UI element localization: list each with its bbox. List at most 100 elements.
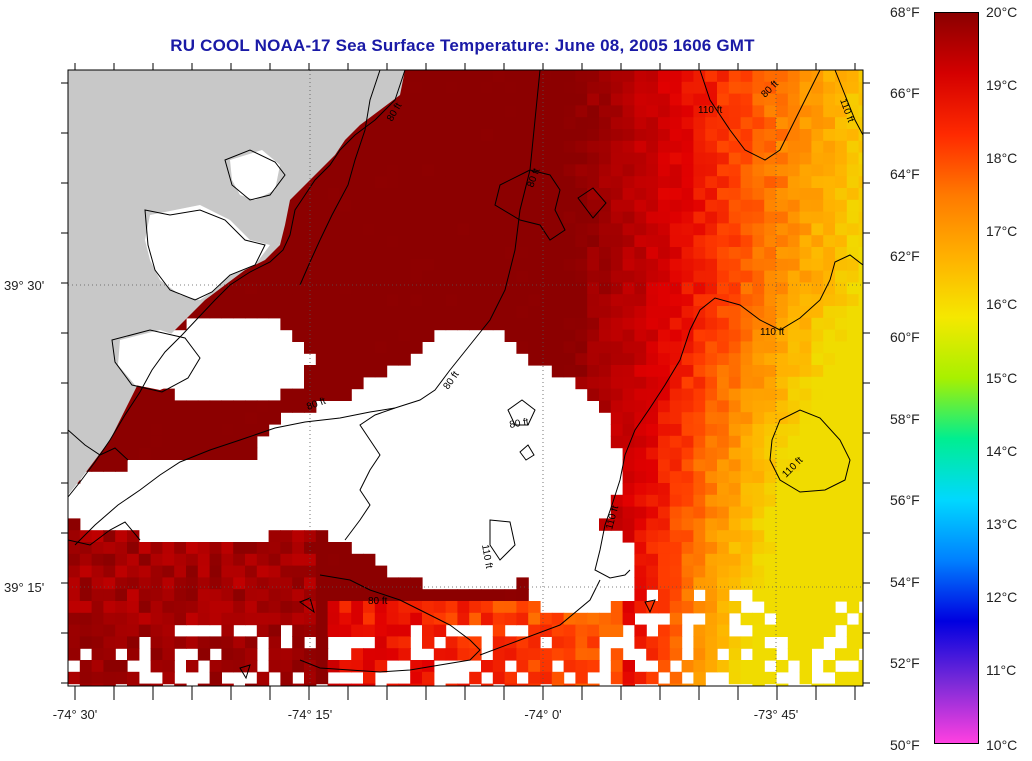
sst-pixel bbox=[174, 683, 187, 686]
sst-pixel bbox=[669, 270, 683, 283]
sst-pixel bbox=[504, 129, 517, 142]
sst-pixel bbox=[705, 388, 718, 401]
sst-pixel bbox=[811, 188, 824, 201]
sst-pixel bbox=[799, 282, 812, 295]
sst-pixel bbox=[776, 447, 789, 460]
sst-pixel bbox=[669, 140, 683, 154]
sst-pixel bbox=[575, 223, 588, 236]
sst-pixel bbox=[445, 612, 458, 626]
temperature-colorbar bbox=[934, 12, 979, 744]
sst-pixel bbox=[693, 660, 706, 673]
sst-pixel bbox=[127, 589, 140, 602]
sst-pixel bbox=[858, 660, 863, 673]
sst-pixel bbox=[811, 211, 824, 224]
sst-pixel bbox=[433, 235, 447, 248]
sst-pixel bbox=[646, 530, 659, 543]
sst-pixel bbox=[292, 624, 305, 637]
sst-pixel bbox=[398, 199, 411, 213]
sst-pixel bbox=[386, 199, 399, 213]
sst-pixel bbox=[174, 447, 187, 460]
sst-pixel bbox=[705, 376, 718, 390]
sst-pixel bbox=[256, 671, 270, 685]
sst-pixel bbox=[811, 506, 824, 519]
sst-pixel bbox=[764, 176, 777, 189]
sst-pixel bbox=[528, 140, 541, 154]
sst-pixel bbox=[717, 506, 730, 519]
sst-pixel bbox=[622, 494, 635, 508]
sst-pixel bbox=[693, 483, 706, 496]
sst-pixel bbox=[858, 459, 863, 472]
sst-pixel bbox=[599, 612, 612, 626]
sst-pixel bbox=[445, 164, 458, 177]
colorbar-label-c: 13°C bbox=[986, 516, 1018, 532]
sst-pixel bbox=[717, 447, 730, 460]
sst-pixel bbox=[221, 648, 234, 661]
sst-pixel bbox=[634, 211, 647, 224]
sst-pixel bbox=[256, 400, 270, 413]
sst-pixel bbox=[351, 317, 364, 331]
sst-pixel bbox=[150, 424, 163, 437]
sst-pixel bbox=[646, 471, 659, 484]
colorbar-label-f: 58°F bbox=[890, 411, 920, 427]
sst-pixel bbox=[858, 400, 863, 413]
sst-pixel bbox=[717, 129, 730, 142]
sst-pixel bbox=[764, 400, 777, 413]
sst-pixel bbox=[599, 376, 612, 390]
sst-pixel bbox=[540, 341, 553, 354]
sst-pixel bbox=[410, 152, 423, 165]
sst-pixel bbox=[752, 294, 765, 307]
sst-pixel bbox=[386, 258, 399, 272]
sst-pixel bbox=[835, 424, 848, 437]
sst-pixel bbox=[610, 601, 624, 614]
sst-pixel bbox=[115, 435, 128, 449]
sst-pixel bbox=[292, 282, 305, 295]
sst-pixel bbox=[752, 530, 765, 543]
sst-pixel bbox=[445, 648, 458, 661]
sst-pixel bbox=[398, 648, 411, 661]
sst-pixel bbox=[846, 188, 860, 201]
sst-pixel bbox=[186, 577, 199, 590]
sst-pixel bbox=[127, 565, 140, 578]
sst-pixel bbox=[433, 648, 447, 661]
sst-pixel bbox=[457, 306, 470, 319]
sst-pixel bbox=[787, 81, 801, 95]
sst-pixel bbox=[68, 601, 81, 614]
sst-pixel bbox=[422, 306, 435, 319]
sst-pixel bbox=[115, 636, 128, 649]
sst-pixel bbox=[622, 353, 635, 366]
sst-pixel bbox=[634, 294, 647, 307]
sst-pixel bbox=[752, 329, 765, 342]
sst-pixel bbox=[504, 648, 517, 661]
sst-pixel bbox=[846, 518, 860, 531]
sst-pixel bbox=[728, 247, 742, 260]
sst-pixel bbox=[669, 199, 683, 213]
sst-pixel bbox=[551, 117, 565, 130]
sst-pixel bbox=[610, 129, 624, 142]
sst-pixel bbox=[599, 353, 612, 366]
sst-pixel bbox=[776, 577, 789, 590]
sst-pixel bbox=[469, 223, 482, 236]
sst-pixel bbox=[327, 294, 340, 307]
sst-pixel bbox=[410, 282, 423, 295]
sst-pixel bbox=[610, 424, 624, 437]
sst-pixel bbox=[658, 152, 671, 165]
sst-pixel bbox=[799, 223, 812, 236]
sst-pixel bbox=[799, 199, 812, 213]
sst-pixel bbox=[363, 660, 376, 673]
sst-pixel bbox=[646, 188, 659, 201]
sst-pixel bbox=[752, 447, 765, 460]
sst-pixel bbox=[634, 353, 647, 366]
sst-pixel bbox=[315, 365, 329, 378]
sst-pixel bbox=[776, 329, 789, 342]
sst-pixel bbox=[846, 117, 860, 130]
sst-pixel bbox=[705, 81, 718, 95]
sst-pixel bbox=[669, 329, 683, 342]
sst-pixel bbox=[292, 270, 305, 283]
sst-pixel bbox=[858, 258, 863, 272]
sst-pixel bbox=[669, 601, 683, 614]
sst-pixel bbox=[551, 140, 565, 154]
sst-pixel bbox=[728, 518, 742, 531]
sst-pixel bbox=[363, 624, 376, 637]
sst-pixel bbox=[835, 577, 848, 590]
sst-pixel bbox=[587, 282, 600, 295]
